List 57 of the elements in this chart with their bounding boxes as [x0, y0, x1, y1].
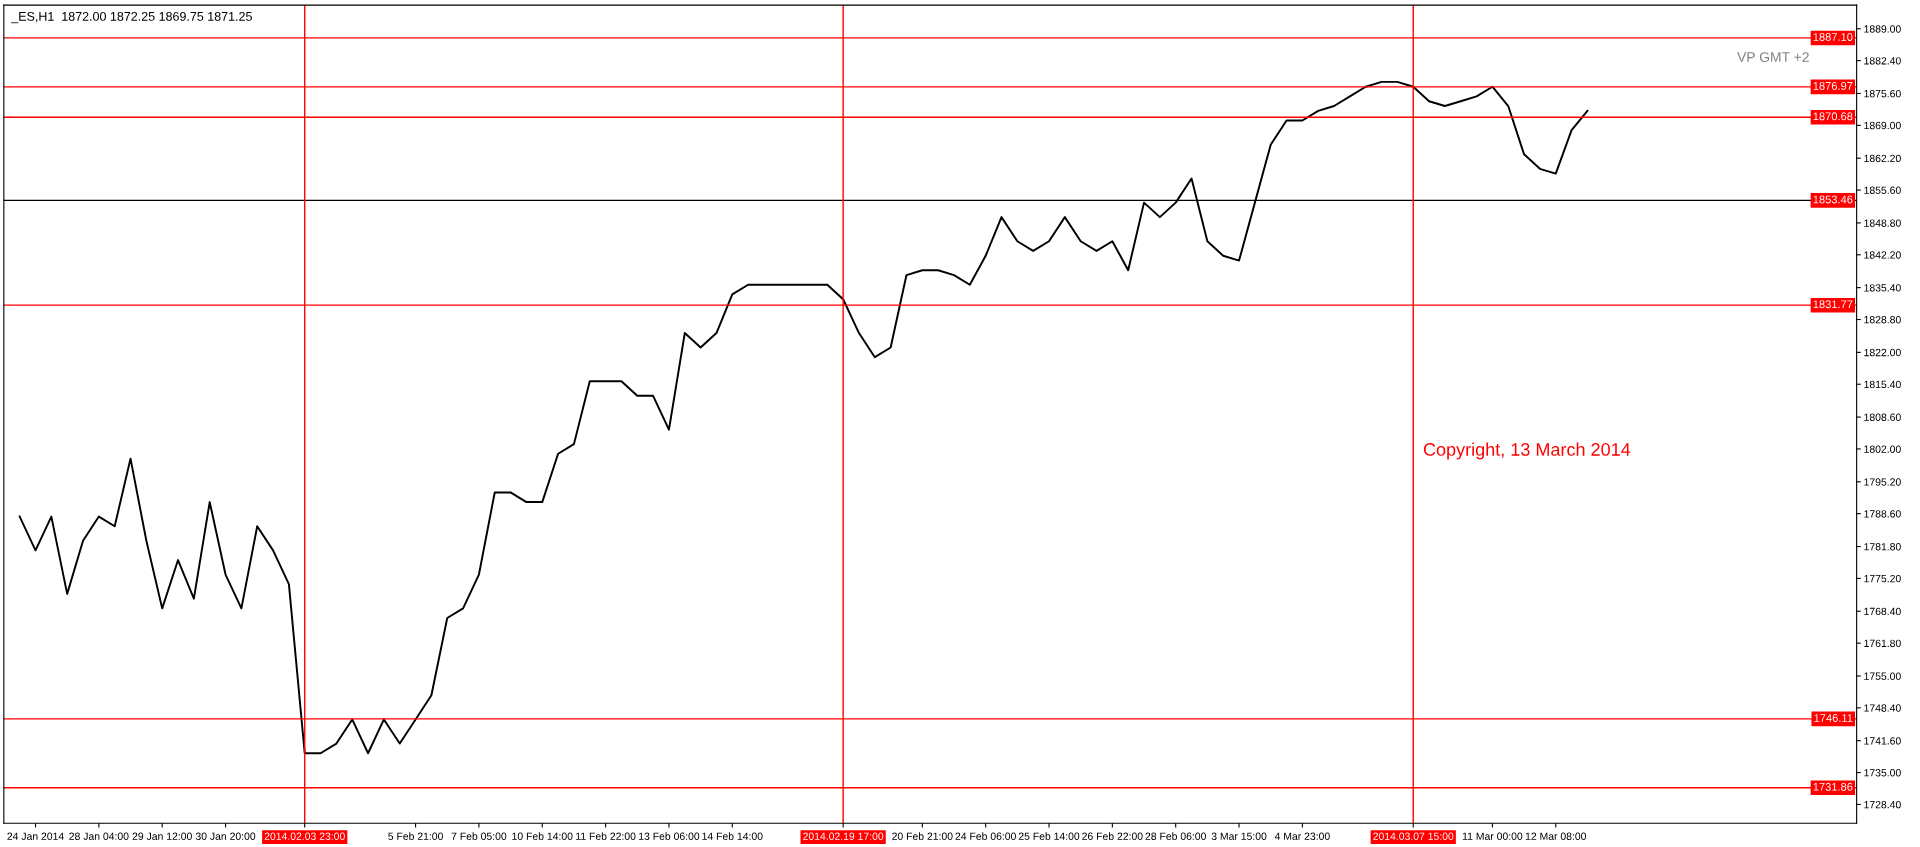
- x-tick-label: 28 Feb 06:00: [1145, 832, 1206, 840]
- y-tick-label: 1869.00: [1864, 121, 1901, 130]
- x-tick-label: 30 Jan 20:00: [195, 832, 256, 840]
- ref-line-label: 1853.46: [1813, 195, 1853, 204]
- y-tick-label: 1748.40: [1864, 704, 1901, 712]
- x-tick-label: 26 Feb 22:00: [1082, 832, 1143, 840]
- annotation: Copyright, 13 March 2014: [1423, 442, 1631, 460]
- y-tick-label: 1788.60: [1864, 510, 1901, 518]
- x-tick-label: 3 Mar 15:00: [1211, 832, 1267, 840]
- x-tick-label: 11 Mar 00:00: [1462, 832, 1523, 840]
- y-tick-label: 1808.60: [1864, 413, 1901, 421]
- y-tick-label: 1848.80: [1864, 219, 1901, 227]
- x-tick-label: 7 Feb 05:00: [451, 832, 507, 840]
- x-tick-label: 13 Feb 06:00: [639, 832, 700, 840]
- ref-line-label: 1746.11: [1814, 714, 1853, 722]
- y-tick-label: 1755.00: [1864, 672, 1901, 680]
- y-tick-label: 1875.60: [1864, 89, 1901, 98]
- ref-line-label: 1731.86: [1813, 782, 1853, 791]
- y-tick-label: 1802.00: [1864, 445, 1901, 453]
- y-tick-label: 1768.40: [1864, 607, 1901, 616]
- x-tick-label: 28 Jan 04:00: [69, 832, 129, 840]
- y-tick-label: 1795.20: [1864, 478, 1901, 486]
- y-tick-label: 1761.80: [1864, 639, 1901, 647]
- ref-line-label: 1887.10: [1813, 33, 1853, 41]
- ref-line-label: 1870.68: [1813, 112, 1853, 121]
- x-tick-label: 4 Mar 23:00: [1274, 832, 1330, 840]
- x-tick-label: 2014.02.03 23:00: [264, 832, 345, 840]
- y-tick-label: 1735.00: [1864, 769, 1901, 777]
- y-tick-label: 1889.00: [1864, 25, 1901, 33]
- x-tick-label: 10 Feb 14:00: [512, 832, 573, 840]
- x-tick-label: 11 Feb 22:00: [576, 832, 636, 840]
- x-tick-label: 2014.02.19 17:00: [803, 832, 884, 840]
- y-tick-label: 1842.20: [1864, 251, 1901, 259]
- y-tick-label: 1862.20: [1864, 154, 1901, 163]
- chart-title: _ES,H1 1872.00 1872.25 1869.75 1871.25: [11, 11, 252, 24]
- ref-line-label: 1831.77: [1813, 300, 1853, 309]
- x-tick-label: 20 Feb 21:00: [892, 832, 953, 840]
- ref-line-label: 1876.97: [1813, 81, 1853, 90]
- x-tick-label: 24 Feb 06:00: [955, 832, 1016, 840]
- y-tick-label: 1882.40: [1864, 57, 1901, 65]
- x-tick-label: 25 Feb 14:00: [1018, 832, 1080, 840]
- y-tick-label: 1855.60: [1864, 186, 1901, 194]
- text: VP GMT +2: [1737, 52, 1809, 62]
- y-tick-label: 1822.00: [1864, 348, 1901, 357]
- y-tick-label: 1741.60: [1864, 737, 1901, 745]
- x-tick-label: 2014.03.07 15:00: [1373, 832, 1454, 840]
- y-tick-label: 1815.40: [1864, 380, 1901, 389]
- y-tick-label: 1835.40: [1864, 284, 1901, 292]
- y-tick-label: 1781.80: [1864, 543, 1901, 551]
- x-tick-label: 5 Feb 21:00: [388, 832, 443, 840]
- x-tick-label: 24 Jan 2014: [7, 832, 64, 840]
- x-tick-label: 12 Mar 08:00: [1525, 832, 1587, 840]
- y-tick-label: 1828.80: [1864, 316, 1901, 324]
- x-tick-label: 29 Jan 12:00: [132, 832, 192, 840]
- y-tick-label: 1775.20: [1864, 574, 1901, 583]
- x-tick-label: 14 Feb 14:00: [702, 832, 763, 840]
- y-tick-label: 1728.40: [1864, 800, 1901, 809]
